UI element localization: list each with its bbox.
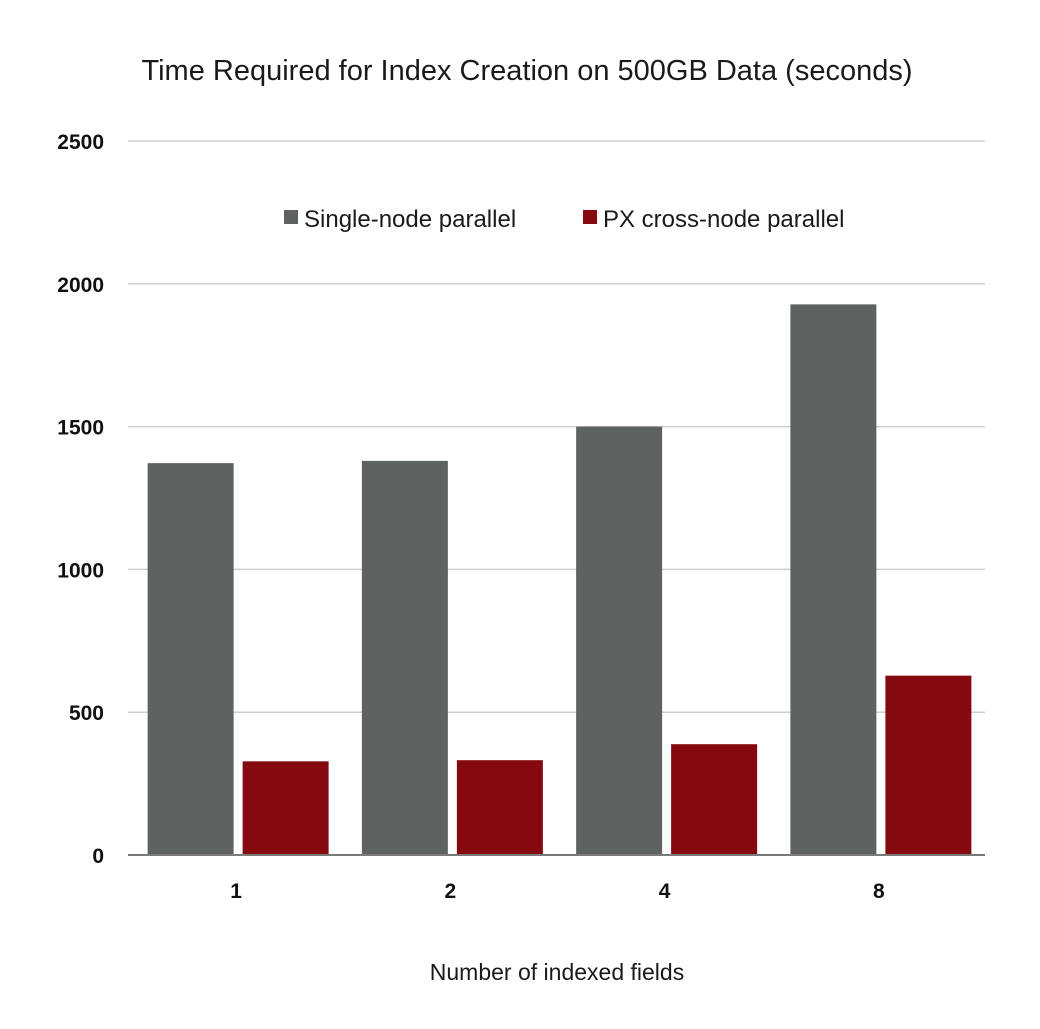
- bar: [671, 744, 758, 855]
- bar: [576, 426, 663, 855]
- bar: [456, 760, 543, 855]
- chart-title: Time Required for Index Creation on 500G…: [141, 55, 912, 87]
- legend-swatch: [583, 210, 597, 224]
- legend-label: Single-node parallel: [304, 206, 516, 233]
- bar: [242, 761, 329, 855]
- x-axis-label: Number of indexed fields: [430, 959, 684, 985]
- y-tick-label: 2000: [57, 274, 104, 297]
- x-tick-label: 8: [873, 880, 885, 903]
- x-tick-label: 2: [445, 880, 457, 903]
- legend-label: PX cross-node parallel: [603, 206, 844, 233]
- bars: [147, 304, 972, 856]
- y-tick-label: 1500: [57, 417, 104, 440]
- y-tick-label: 2500: [57, 131, 104, 154]
- y-tick-label: 500: [69, 702, 104, 725]
- x-tick-label: 4: [659, 880, 671, 903]
- bar: [790, 304, 877, 856]
- x-tick-label: 1: [230, 880, 242, 903]
- x-axis-ticks: 1 2 4 8: [230, 880, 885, 903]
- legend-swatch: [284, 210, 298, 224]
- y-tick-label: 0: [92, 845, 104, 868]
- bar: [147, 463, 234, 855]
- y-axis-ticks: 0 500 1000 1500 2000 2500: [57, 131, 104, 868]
- legend: Single-node parallel PX cross-node parall…: [284, 206, 844, 233]
- bar: [361, 460, 448, 855]
- y-tick-label: 1000: [57, 559, 104, 582]
- bar: [885, 675, 972, 855]
